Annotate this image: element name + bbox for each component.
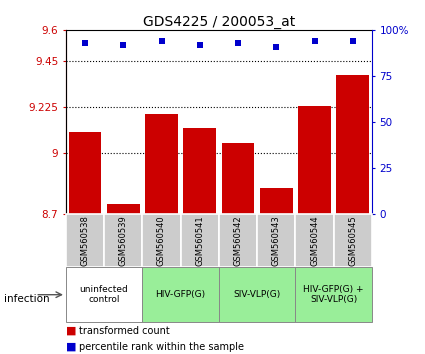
Bar xyxy=(219,214,257,267)
Text: GSM560544: GSM560544 xyxy=(310,215,319,266)
Bar xyxy=(295,214,334,267)
Bar xyxy=(107,204,139,214)
Text: ■: ■ xyxy=(66,342,76,352)
Text: GSM560540: GSM560540 xyxy=(157,215,166,266)
Text: SIV-VLP(G): SIV-VLP(G) xyxy=(233,290,281,299)
Text: infection: infection xyxy=(4,294,50,304)
Bar xyxy=(295,267,372,322)
Text: GSM560538: GSM560538 xyxy=(80,215,90,266)
Title: GDS4225 / 200053_at: GDS4225 / 200053_at xyxy=(143,15,295,29)
Bar xyxy=(219,267,295,322)
Text: ■: ■ xyxy=(66,326,76,336)
Text: transformed count: transformed count xyxy=(79,326,170,336)
Bar xyxy=(142,214,181,267)
Bar xyxy=(334,214,372,267)
Bar xyxy=(142,267,219,322)
Bar xyxy=(222,143,254,214)
Text: GSM560542: GSM560542 xyxy=(233,215,243,266)
Bar xyxy=(181,214,219,267)
Text: HIV-GFP(G) +
SIV-VLP(G): HIV-GFP(G) + SIV-VLP(G) xyxy=(303,285,364,304)
Bar xyxy=(66,214,104,267)
Text: GSM560541: GSM560541 xyxy=(195,215,204,266)
Bar xyxy=(66,267,142,322)
Bar xyxy=(337,75,369,214)
Text: GSM560545: GSM560545 xyxy=(348,215,357,266)
Text: GSM560543: GSM560543 xyxy=(272,215,281,266)
Bar xyxy=(69,132,101,214)
Text: uninfected
control: uninfected control xyxy=(80,285,128,304)
Bar xyxy=(260,188,292,214)
Bar xyxy=(145,114,178,214)
Text: GSM560539: GSM560539 xyxy=(119,215,128,266)
Text: percentile rank within the sample: percentile rank within the sample xyxy=(79,342,244,352)
Bar xyxy=(257,214,295,267)
Bar xyxy=(298,106,331,214)
Bar xyxy=(104,214,142,267)
Bar xyxy=(184,128,216,214)
Text: HIV-GFP(G): HIV-GFP(G) xyxy=(156,290,206,299)
